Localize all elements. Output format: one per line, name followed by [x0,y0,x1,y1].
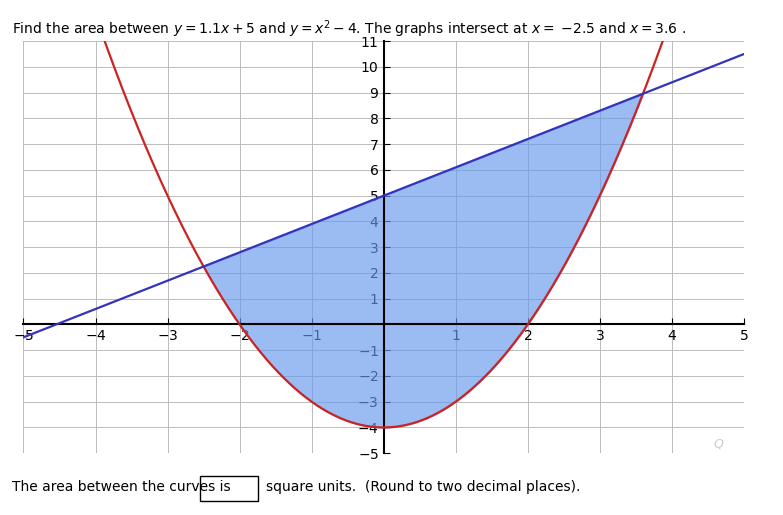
Text: Q: Q [713,438,723,451]
Text: The area between the curves is: The area between the curves is [12,479,230,494]
Text: square units.  (Round to two decimal places).: square units. (Round to two decimal plac… [266,479,581,494]
Text: Find the area between $y = 1.1x + 5$ and $y = x^2 - 4$. The graphs intersect at : Find the area between $y = 1.1x + 5$ and… [12,18,686,40]
